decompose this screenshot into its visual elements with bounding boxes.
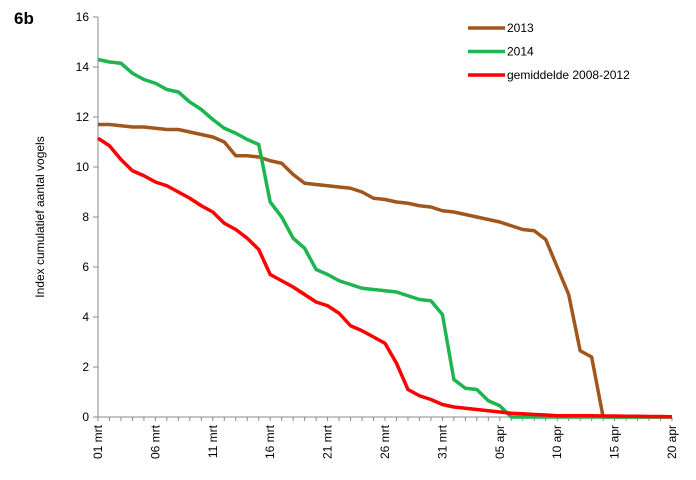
y-tick-label: 6 <box>82 260 89 274</box>
legend-label: 2013 <box>507 21 534 35</box>
line-series <box>98 122 672 419</box>
x-tick-label: 26 mrt <box>378 424 392 459</box>
y-tick-label: 0 <box>82 410 89 424</box>
legend-label: gemiddelde 2008-2012 <box>507 68 630 82</box>
y-tick-label: 10 <box>76 160 90 174</box>
x-tick-label: 10 apr <box>550 425 564 459</box>
x-tick-label: 21 mrt <box>321 424 335 459</box>
x-tick-label: 31 mrt <box>435 424 449 459</box>
y-axis-label: Index cumulatief aantal vogels <box>33 136 47 297</box>
y-tick-label: 8 <box>82 210 89 224</box>
line-series <box>97 57 672 419</box>
y-tick-label: 4 <box>82 310 89 324</box>
y-tick-label: 14 <box>76 60 90 74</box>
x-tick-label: 20 apr <box>665 425 679 459</box>
y-tick-label: 2 <box>82 360 89 374</box>
line-series <box>97 136 673 419</box>
x-tick-label: 11 mrt <box>206 424 220 458</box>
x-tick-label: 06 mrt <box>148 424 162 459</box>
x-tick-label: 01 mrt <box>91 424 105 459</box>
x-tick-label: 16 mrt <box>263 424 277 459</box>
legend-label: 2014 <box>507 45 534 59</box>
figure-label: 6b <box>14 9 34 28</box>
y-tick-label: 16 <box>76 10 90 24</box>
x-tick-label: 15 apr <box>608 425 622 459</box>
x-tick-label: 05 apr <box>493 425 507 459</box>
y-tick-label: 12 <box>76 110 90 124</box>
